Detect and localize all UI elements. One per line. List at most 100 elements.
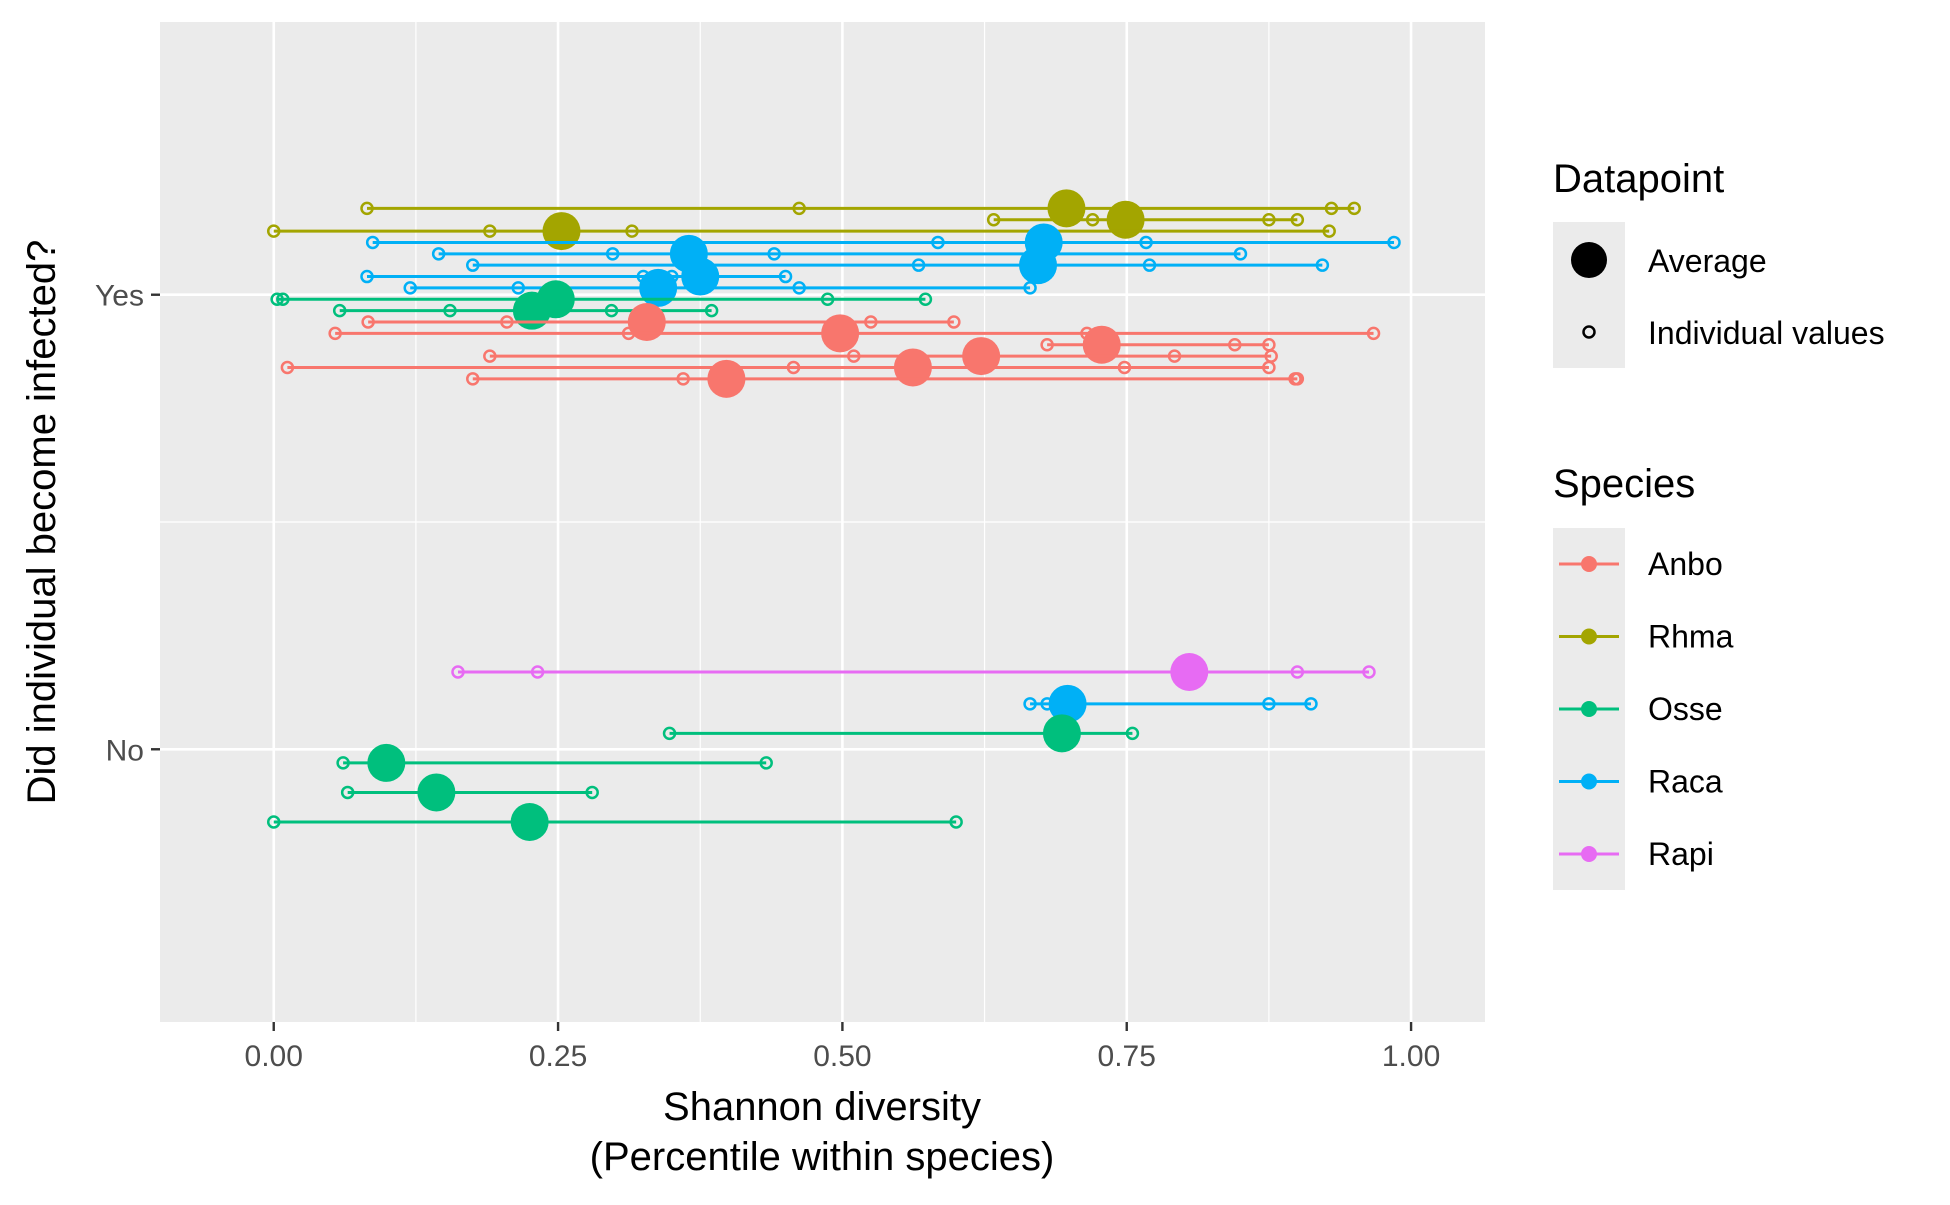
individual-point: [1023, 697, 1037, 711]
individual-point: [621, 326, 636, 341]
individual-point: [270, 292, 284, 307]
data-row-osse: [662, 714, 1140, 753]
legend-key-dot-raca: [1581, 773, 1597, 790]
average-point: [1042, 714, 1081, 753]
data-row-anbo: [1040, 325, 1276, 364]
legend-species-label-raca: Raca: [1648, 764, 1723, 800]
individual-point: [340, 785, 355, 800]
individual-point: [1387, 235, 1401, 250]
x-tick-label: 0.75: [1098, 1040, 1156, 1073]
legend-key-dot-rhma: [1581, 628, 1597, 645]
legend-species-keys: Anbo Rhma Osse Raca Rapi: [1559, 546, 1734, 872]
individual-point: [1322, 224, 1336, 238]
individual-point: [1139, 235, 1153, 250]
average-point: [367, 743, 406, 782]
average-point: [542, 212, 581, 251]
average-point: [821, 314, 860, 353]
individual-point: [483, 349, 497, 363]
individual-point: [360, 269, 374, 284]
data-row-raca: [466, 246, 1330, 285]
individual-point: [585, 785, 599, 800]
data-row-anbo: [328, 314, 1381, 353]
data-row-osse: [266, 803, 963, 841]
individual-point: [820, 292, 835, 307]
individual-point: [847, 349, 861, 363]
average-point: [893, 348, 932, 387]
individual-point: [947, 315, 961, 329]
legend-species-label-rhma: Rhma: [1648, 619, 1734, 655]
legend-individual-label: Individual values: [1648, 315, 1885, 351]
legend-average-key: [1571, 242, 1607, 278]
average-point: [1170, 653, 1209, 691]
individual-point: [266, 815, 281, 829]
individual-point: [451, 665, 465, 679]
individual-point: [792, 201, 806, 216]
individual-point: [625, 224, 639, 238]
individual-point: [530, 665, 545, 679]
individual-point: [266, 224, 281, 238]
average-point: [510, 803, 549, 841]
average-point: [512, 291, 551, 330]
individual-point: [466, 372, 480, 386]
average-point: [639, 268, 678, 307]
legend-key-dot-anbo: [1581, 556, 1597, 572]
individual-point: [328, 326, 342, 341]
legend: Datapoint Average Individual values Spec…: [1553, 157, 1885, 890]
data-row-anbo: [466, 359, 1305, 398]
individual-point: [1085, 212, 1100, 227]
individual-point: [676, 372, 690, 386]
x-tick-label: 0.50: [813, 1040, 871, 1073]
x-tick-label: 0.00: [245, 1040, 303, 1073]
legend-average-label: Average: [1648, 243, 1767, 279]
individual-point: [1117, 360, 1132, 375]
individual-point: [1347, 201, 1361, 216]
individual-point: [931, 235, 945, 250]
data-row-osse: [336, 743, 773, 782]
legend-species-label-anbo: Anbo: [1648, 546, 1723, 582]
individual-point: [332, 303, 347, 318]
individual-point: [1040, 337, 1054, 352]
individual-point: [1366, 326, 1381, 341]
individual-point: [1023, 281, 1037, 295]
individual-point: [1142, 258, 1157, 272]
average-point: [1106, 200, 1145, 239]
individual-point: [786, 360, 801, 375]
individual-point: [1228, 337, 1242, 352]
individual-point: [1262, 697, 1276, 711]
legend-species-title: Species: [1553, 462, 1695, 506]
individual-point: [605, 247, 620, 261]
average-point: [627, 303, 666, 341]
average-point: [1047, 189, 1086, 228]
individual-point: [778, 269, 793, 284]
individual-point: [360, 201, 374, 216]
individual-point: [1290, 212, 1305, 227]
data-row-rhma: [266, 212, 1336, 251]
individual-point: [1262, 212, 1276, 227]
data-row-rhma: [986, 200, 1305, 239]
individual-point: [500, 315, 514, 329]
individual-point: [1324, 201, 1339, 216]
individual-point: [365, 235, 380, 250]
individual-point: [1304, 697, 1318, 711]
individual-point: [511, 281, 526, 295]
grid-layer: [160, 22, 1485, 1022]
x-axis-title-line2: (Percentile within species): [590, 1135, 1055, 1179]
data-row-anbo: [280, 348, 1276, 387]
individual-point: [911, 258, 926, 272]
legend-individual-key: [1582, 325, 1596, 339]
individual-point: [1290, 665, 1305, 679]
data-row-osse: [340, 773, 599, 812]
individual-point: [483, 224, 497, 238]
individual-point: [1262, 360, 1276, 375]
x-tick-label: 0.25: [529, 1040, 587, 1073]
average-point: [1019, 246, 1058, 285]
individual-point: [767, 247, 781, 261]
x-axis-title-line1: Shannon diversity: [663, 1085, 981, 1129]
y-tick-label: Yes: [95, 280, 144, 313]
individual-point: [949, 815, 963, 829]
x-tick-label: 1.00: [1382, 1040, 1440, 1073]
average-point: [1082, 325, 1121, 364]
legend-key-dot-rapi: [1581, 846, 1597, 862]
individual-point: [759, 756, 773, 770]
